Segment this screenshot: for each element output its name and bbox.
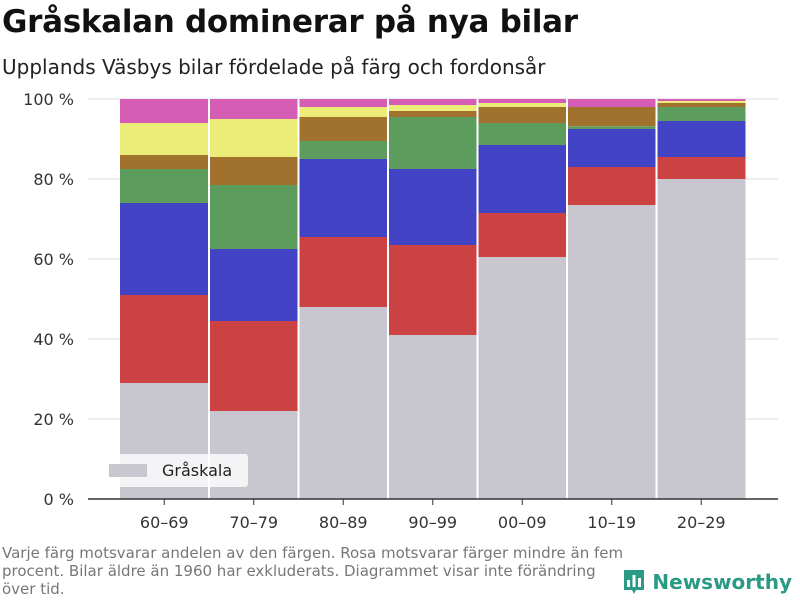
bar-segment bbox=[120, 155, 209, 169]
bar-segment bbox=[657, 101, 746, 103]
x-tick-label: 00–09 bbox=[498, 513, 547, 532]
y-tick-label: 100 % bbox=[23, 90, 74, 109]
stacked-bar-chart: 0 % 20 % 40 % 60 % 80 % 100 % 60–69 70–79 80–89 9… bbox=[23, 90, 778, 532]
brand-name: Newsworthy bbox=[652, 570, 792, 594]
bar-segment bbox=[478, 123, 567, 145]
bar-segment bbox=[567, 126, 656, 129]
bar-segment bbox=[478, 213, 567, 257]
bar-segment bbox=[299, 107, 388, 117]
bar-segment bbox=[209, 249, 298, 321]
bar-segment bbox=[388, 111, 477, 117]
bar-segment bbox=[657, 121, 746, 157]
bar-segment bbox=[120, 123, 209, 155]
bar-segment bbox=[120, 99, 209, 123]
y-tick-label: 40 % bbox=[33, 330, 74, 349]
bar-segment bbox=[209, 119, 298, 157]
bar-chart-icon bbox=[624, 570, 645, 594]
y-tick-label: 60 % bbox=[33, 250, 74, 269]
legend-swatch bbox=[109, 464, 147, 477]
y-tick-label: 20 % bbox=[33, 410, 74, 429]
bar-segment bbox=[567, 167, 656, 205]
y-tick-label: 0 % bbox=[44, 490, 74, 509]
bar-segment bbox=[478, 257, 567, 499]
bars bbox=[120, 99, 746, 499]
bar-segment bbox=[567, 205, 656, 499]
x-tick-label: 90–99 bbox=[408, 513, 457, 532]
bar-segment bbox=[388, 335, 477, 499]
y-tick-label: 80 % bbox=[33, 170, 74, 189]
x-tick-label: 10–19 bbox=[587, 513, 636, 532]
bar-segment bbox=[299, 159, 388, 237]
x-tick-label: 80–89 bbox=[319, 513, 368, 532]
chart-title: Gråskalan dominerar på nya bilar bbox=[2, 4, 578, 40]
x-tick-label: 60–69 bbox=[140, 513, 189, 532]
bar-segment bbox=[657, 99, 746, 101]
bar-segment bbox=[209, 157, 298, 185]
chart-subtitle: Upplands Väsbys bilar fördelade på färg … bbox=[2, 55, 546, 79]
bar-segment bbox=[388, 105, 477, 111]
footnote: Varje färg motsvarar andelen av den färg… bbox=[2, 544, 624, 598]
bar-segment bbox=[657, 103, 746, 107]
bar-segment bbox=[657, 107, 746, 121]
legend-box bbox=[101, 454, 248, 487]
bar-segment bbox=[657, 157, 746, 179]
bar-segment bbox=[120, 295, 209, 383]
bar-segment bbox=[478, 107, 567, 123]
bar-segment bbox=[478, 99, 567, 103]
x-tick-label: 20–29 bbox=[677, 513, 726, 532]
bar-segment bbox=[209, 99, 298, 119]
legend-label: Gråskala bbox=[162, 461, 232, 480]
bar-segment bbox=[567, 107, 656, 127]
bar-segment bbox=[567, 99, 656, 107]
bar-segment bbox=[478, 103, 567, 107]
bar-segment bbox=[120, 203, 209, 295]
bar-segment bbox=[299, 99, 388, 107]
bar-segment bbox=[657, 179, 746, 499]
bar-segment bbox=[567, 129, 656, 167]
axes: 0 % 20 % 40 % 60 % 80 % 100 % 60–69 70–79 80–89 9… bbox=[23, 90, 778, 532]
x-tick-label: 70–79 bbox=[229, 513, 278, 532]
bar-segment bbox=[388, 99, 477, 105]
bar-segment bbox=[299, 117, 388, 141]
legend: Gråskala bbox=[101, 454, 248, 487]
bar-segment bbox=[209, 185, 298, 249]
bar-segment bbox=[299, 141, 388, 159]
bar-segment bbox=[388, 169, 477, 245]
brand-logo: Newsworthy bbox=[622, 568, 792, 596]
bar-segment bbox=[209, 321, 298, 411]
bar-segment bbox=[299, 307, 388, 499]
bar-segment bbox=[388, 117, 477, 169]
bar-segment bbox=[299, 237, 388, 307]
bar-segment bbox=[478, 145, 567, 213]
bar-segment bbox=[388, 245, 477, 335]
bar-segment bbox=[120, 169, 209, 203]
